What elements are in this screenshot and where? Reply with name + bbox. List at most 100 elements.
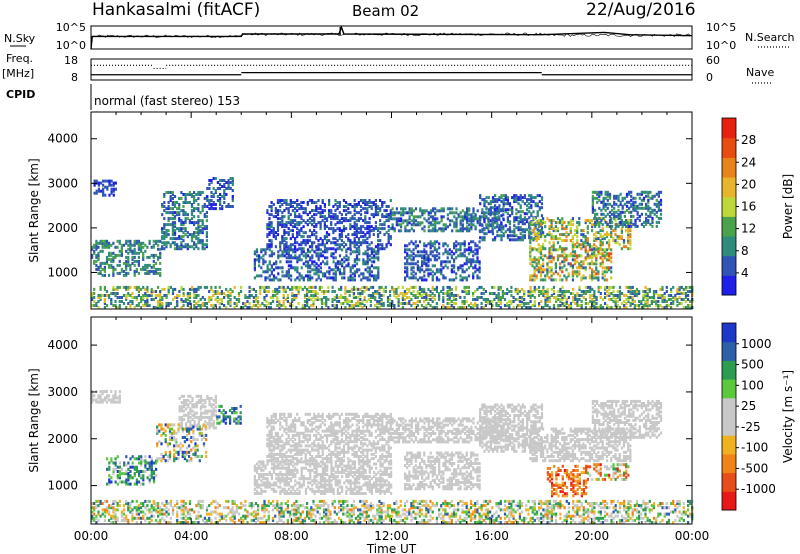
power-data-cell (93, 243, 96, 247)
power-data-cell (285, 245, 288, 249)
power-data-cell (298, 213, 301, 217)
power-data-cell (366, 262, 369, 266)
power-data-cell (393, 287, 396, 291)
power-data-cell (190, 209, 194, 213)
power-data-cell (114, 255, 117, 259)
power-data-cell (276, 229, 280, 233)
power-data-cell (418, 240, 422, 244)
velocity-ground-cell (197, 415, 200, 419)
power-data-cell (336, 247, 339, 251)
power-data-cell (597, 290, 600, 293)
power-data-cell (465, 258, 468, 262)
power-data-cell (484, 290, 487, 293)
power-data-cell (617, 208, 620, 212)
power-data-cell (578, 243, 581, 247)
power-data-cell (576, 302, 579, 305)
power-data-cell (210, 181, 213, 184)
power-data-cell (142, 296, 145, 299)
power-data-cell (133, 306, 136, 309)
power-data-cell (571, 219, 574, 223)
power-data-cell (431, 227, 435, 231)
power-data-cell (676, 298, 679, 301)
power-data-cell (205, 225, 208, 229)
power-data-cell (616, 300, 619, 303)
power-data-cell (601, 298, 605, 301)
power-data-cell (353, 239, 356, 243)
power-data-cell (552, 243, 555, 247)
power-data-cell (368, 231, 371, 235)
power-data-cell (342, 229, 346, 233)
power-data-cell (298, 203, 301, 206)
power-data-cell (565, 254, 568, 258)
power-data-cell (353, 205, 356, 208)
power-data-cell (483, 236, 486, 240)
power-data-cell (112, 181, 115, 185)
power-data-cell (278, 306, 281, 309)
power-data-cell (517, 196, 520, 200)
power-data-cell (497, 211, 501, 215)
power-data-cell (317, 258, 320, 262)
power-data-cell (375, 250, 378, 254)
power-data-cell (248, 290, 251, 293)
power-data-cell (104, 193, 107, 197)
power-data-cell (184, 201, 187, 204)
power-data-cell (528, 216, 531, 220)
power-data-cell (197, 221, 200, 225)
power-data-cell (591, 248, 594, 252)
power-data-cell (368, 217, 371, 221)
power-data-cell (227, 203, 230, 206)
power-data-cell (542, 270, 545, 274)
power-data-cell (479, 222, 482, 226)
power-data-cell (395, 223, 398, 227)
power-data-cell (501, 292, 504, 295)
power-data-cell (404, 225, 407, 229)
power-data-cell (304, 254, 308, 258)
power-data-cell (455, 217, 458, 221)
power-data-cell (463, 306, 466, 309)
power-data-cell (182, 209, 185, 213)
power-data-cell (608, 202, 612, 206)
power-data-cell (152, 255, 155, 259)
power-data-cell (535, 233, 538, 237)
power-data-cell (240, 285, 243, 289)
power-data-cell (476, 258, 479, 262)
power-data-cell (530, 200, 533, 204)
power-data-cell (283, 245, 286, 249)
power-data-cell (378, 302, 381, 305)
power-data-cell (452, 306, 456, 309)
power-data-cell (565, 290, 568, 293)
power-data-cell (601, 237, 604, 241)
power-data-cell (325, 300, 328, 303)
power-data-cell (642, 190, 646, 194)
power-data-cell (476, 219, 479, 223)
power-data-cell (625, 294, 628, 297)
power-data-cell (586, 254, 589, 258)
power-data-cell (406, 258, 409, 262)
power-data-cell (285, 250, 288, 254)
power-data-cell (285, 270, 288, 274)
power-data-cell (470, 225, 473, 229)
power-data-cell (455, 223, 458, 227)
power-data-cell (521, 300, 524, 303)
power-data-cell (518, 296, 521, 299)
power-data-cell (463, 302, 466, 305)
power-data-cell (325, 225, 329, 229)
site-title: Hankasalmi (fitACF) (92, 0, 261, 20)
power-data-cell (550, 248, 553, 252)
power-data-cell (93, 245, 96, 249)
power-data-cell (306, 213, 309, 217)
power-data-cell (400, 213, 403, 217)
power-data-cell (313, 264, 316, 268)
power-data-cell (614, 239, 617, 243)
power-data-cell (313, 217, 316, 221)
power-data-cell (461, 278, 464, 282)
power-data-cell (381, 243, 384, 247)
power-data-cell (628, 190, 631, 194)
power-data-cell (580, 239, 583, 243)
power-data-cell (272, 276, 276, 280)
velocity-ground-cell (193, 411, 196, 415)
power-data-cell (287, 215, 290, 219)
power-data-cell (266, 270, 269, 274)
power-data-cell (528, 206, 531, 210)
power-data-cell (330, 276, 333, 280)
